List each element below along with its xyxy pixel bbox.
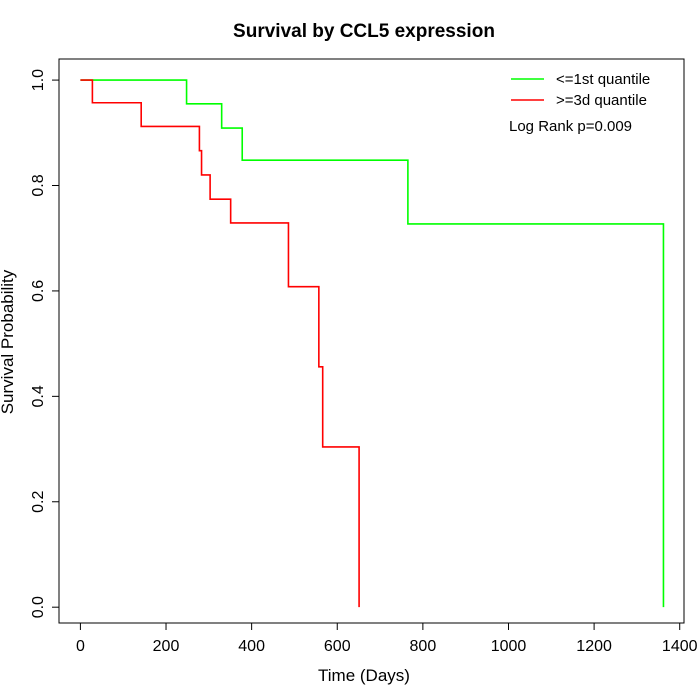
x-tick-label: 0 <box>76 638 85 655</box>
x-axis-label: Time (Days) <box>318 666 410 685</box>
chart-title: Survival by CCL5 expression <box>233 21 495 42</box>
survival-curve-series-2 <box>80 79 360 608</box>
y-axis: 0.0 0.2 0.4 0.6 0.8 1.0 <box>30 69 60 618</box>
legend-label: >=3d quantile <box>556 92 647 109</box>
x-tick-label: 200 <box>153 638 180 655</box>
x-tick-label: 1000 <box>491 638 527 655</box>
x-tick-label: 1200 <box>576 638 612 655</box>
x-tick-label: 400 <box>238 638 265 655</box>
x-axis: 0 200 400 600 800 1000 1200 1400 <box>76 622 698 655</box>
y-tick-label: 0.2 <box>30 491 47 513</box>
x-tick-label: 800 <box>410 638 437 655</box>
x-tick-label: 1400 <box>662 638 698 655</box>
log-rank-annotation: Log Rank p=0.009 <box>509 118 632 135</box>
y-tick-label: 0.8 <box>30 174 47 196</box>
y-tick-label: 0.6 <box>30 280 47 302</box>
legend: <=1st quantile >=3d quantile <box>511 71 650 109</box>
y-tick-label: 0.0 <box>30 596 47 618</box>
legend-label: <=1st quantile <box>556 71 650 88</box>
y-axis-label: Survival Probability <box>0 269 17 414</box>
plot-frame <box>58 58 685 624</box>
y-tick-label: 1.0 <box>30 69 47 91</box>
series-layer <box>80 79 665 608</box>
y-tick-label: 0.4 <box>30 385 47 407</box>
survival-curve-series-1 <box>80 79 665 608</box>
x-tick-label: 600 <box>324 638 351 655</box>
